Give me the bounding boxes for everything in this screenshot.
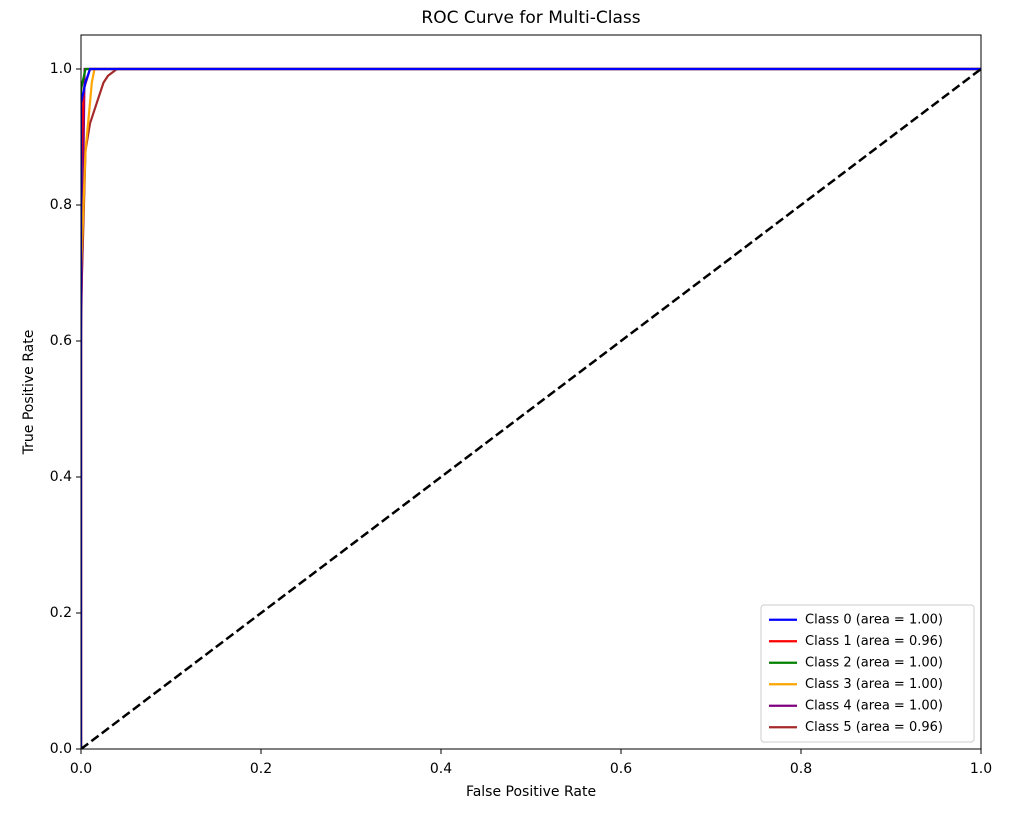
x-tick-label: 0.2 (250, 761, 272, 777)
legend-box (760, 604, 975, 743)
reference-line (81, 68, 981, 749)
y-tick-label: 0.8 (50, 197, 72, 213)
x-tick-label: 0.6 (610, 761, 632, 777)
x-tick-label: 0.0 (70, 761, 92, 777)
y-axis-label: True Positive Rate (21, 330, 37, 456)
chart-title: ROC Curve for Multi-Class (421, 8, 640, 28)
y-tick-label: 1.0 (50, 61, 72, 77)
roc-line (81, 67, 981, 749)
x-tick-label: 0.8 (790, 761, 812, 777)
y-tick-label: 0.4 (50, 469, 72, 485)
legend-text: Class 5 (area = 0.96) (805, 720, 943, 735)
legend-text: Class 2 (area = 1.00) (805, 655, 943, 670)
legend-text: Class 1 (area = 0.96) (805, 634, 943, 649)
y-tick-label: 0.6 (50, 333, 72, 349)
x-tick-label: 0.4 (430, 761, 452, 777)
x-axis-label: False Positive Rate (466, 784, 596, 800)
legend-text: Class 0 (area = 1.00) (805, 612, 943, 627)
x-tick-label: 1.0 (970, 761, 992, 777)
legend-text: Class 3 (area = 1.00) (805, 677, 943, 692)
plot-frame (80, 34, 982, 750)
legend-text: Class 4 (area = 1.00) (805, 698, 943, 713)
y-tick-label: 0.2 (50, 605, 72, 621)
y-tick-label: 0.0 (50, 741, 72, 757)
